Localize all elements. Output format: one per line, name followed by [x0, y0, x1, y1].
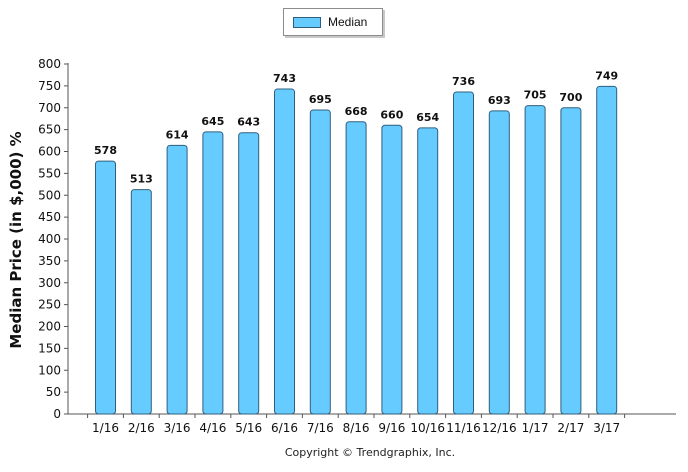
x-tick-label: 11/16: [446, 421, 481, 435]
bar-4/16: [202, 131, 224, 415]
y-tick-label: 50: [46, 385, 61, 399]
data-label: 743: [273, 72, 296, 85]
x-tick-label: 2/16: [128, 421, 155, 435]
legend-swatch-median: [293, 17, 321, 28]
data-label: 736: [452, 75, 475, 88]
data-label: 513: [130, 173, 153, 186]
data-label: 654: [416, 111, 439, 124]
bar-5/16: [238, 132, 260, 415]
bar-1/17: [524, 105, 546, 415]
x-tick-label: 1/16: [92, 421, 119, 435]
y-tick-label: 250: [38, 298, 61, 312]
y-tick-label: 100: [38, 363, 61, 377]
bar-7/16: [309, 109, 331, 415]
data-label: 645: [201, 115, 224, 128]
copyright-text: Copyright © Trendgraphix, Inc.: [284, 446, 456, 459]
bar-1/16: [95, 160, 116, 415]
x-axis: 1/16 2/16 3/16 4/16 5/16 6/16 7/16 8/16 9/16 10/1…: [68, 413, 676, 435]
x-tick-label: 6/16: [271, 421, 298, 435]
data-label: 578: [94, 144, 117, 157]
y-tick-label: 400: [38, 232, 61, 246]
x-tick-label: 1/17: [522, 421, 549, 435]
data-label: 705: [524, 89, 547, 102]
bar-3/16: [166, 144, 188, 415]
y-tick-label: 300: [38, 276, 61, 290]
data-label: 668: [345, 105, 368, 118]
data-label: 643: [237, 116, 260, 129]
data-label: 614: [166, 128, 189, 141]
x-tick-label: 9/16: [378, 421, 405, 435]
data-labels: 578 513 614 645 643 743 695 668 660 654 736 693 705 7…: [94, 69, 618, 185]
x-tick-label: 5/16: [235, 421, 262, 435]
data-label: 660: [380, 108, 403, 121]
y-tick-label: 150: [38, 341, 61, 355]
y-tick-label: 200: [38, 320, 61, 334]
y-tick-label: 550: [38, 166, 61, 180]
y-tick-label: 650: [38, 123, 61, 137]
x-tick-label: 2/17: [557, 421, 584, 435]
bar-3/17: [596, 85, 618, 415]
y-tick-label: 450: [38, 210, 61, 224]
y-tick-label: 0: [53, 407, 61, 421]
bar-6/16: [274, 88, 295, 415]
x-tick-label: 8/16: [343, 421, 370, 435]
x-tick-label: 7/16: [307, 421, 334, 435]
x-tick-label: 3/17: [593, 421, 620, 435]
y-tick-label: 750: [38, 79, 61, 93]
bar-9/16: [381, 124, 403, 415]
y-tick-label: 350: [38, 254, 61, 268]
data-label: 700: [559, 91, 582, 104]
bar-10/16: [417, 127, 439, 415]
bar-12/16: [488, 110, 510, 415]
data-label: 693: [488, 94, 511, 107]
data-label: 749: [595, 69, 618, 82]
y-tick-label: 700: [38, 101, 61, 115]
y-tick-label: 800: [38, 57, 61, 71]
x-tick-label: 12/16: [482, 421, 517, 435]
data-label: 695: [309, 93, 332, 106]
bar-11/16: [453, 91, 474, 415]
bar-8/16: [345, 121, 367, 415]
bar-series-median: [95, 85, 618, 415]
y-axis: 0 50 100 150 200 250 300 350 400 450 500 550 600 650 7…: [38, 57, 69, 421]
x-tick-label: 10/16: [410, 421, 445, 435]
x-tick-label: 4/16: [199, 421, 226, 435]
y-axis-label: Median Price (in $,000) %: [7, 131, 25, 349]
bar-2/16: [130, 189, 152, 415]
y-tick-label: 600: [38, 145, 61, 159]
y-tick-label: 500: [38, 188, 61, 202]
legend-label-median: Median: [328, 15, 368, 29]
bar-2/17: [560, 107, 582, 415]
x-tick-label: 3/16: [164, 421, 191, 435]
legend: Median: [283, 8, 383, 36]
